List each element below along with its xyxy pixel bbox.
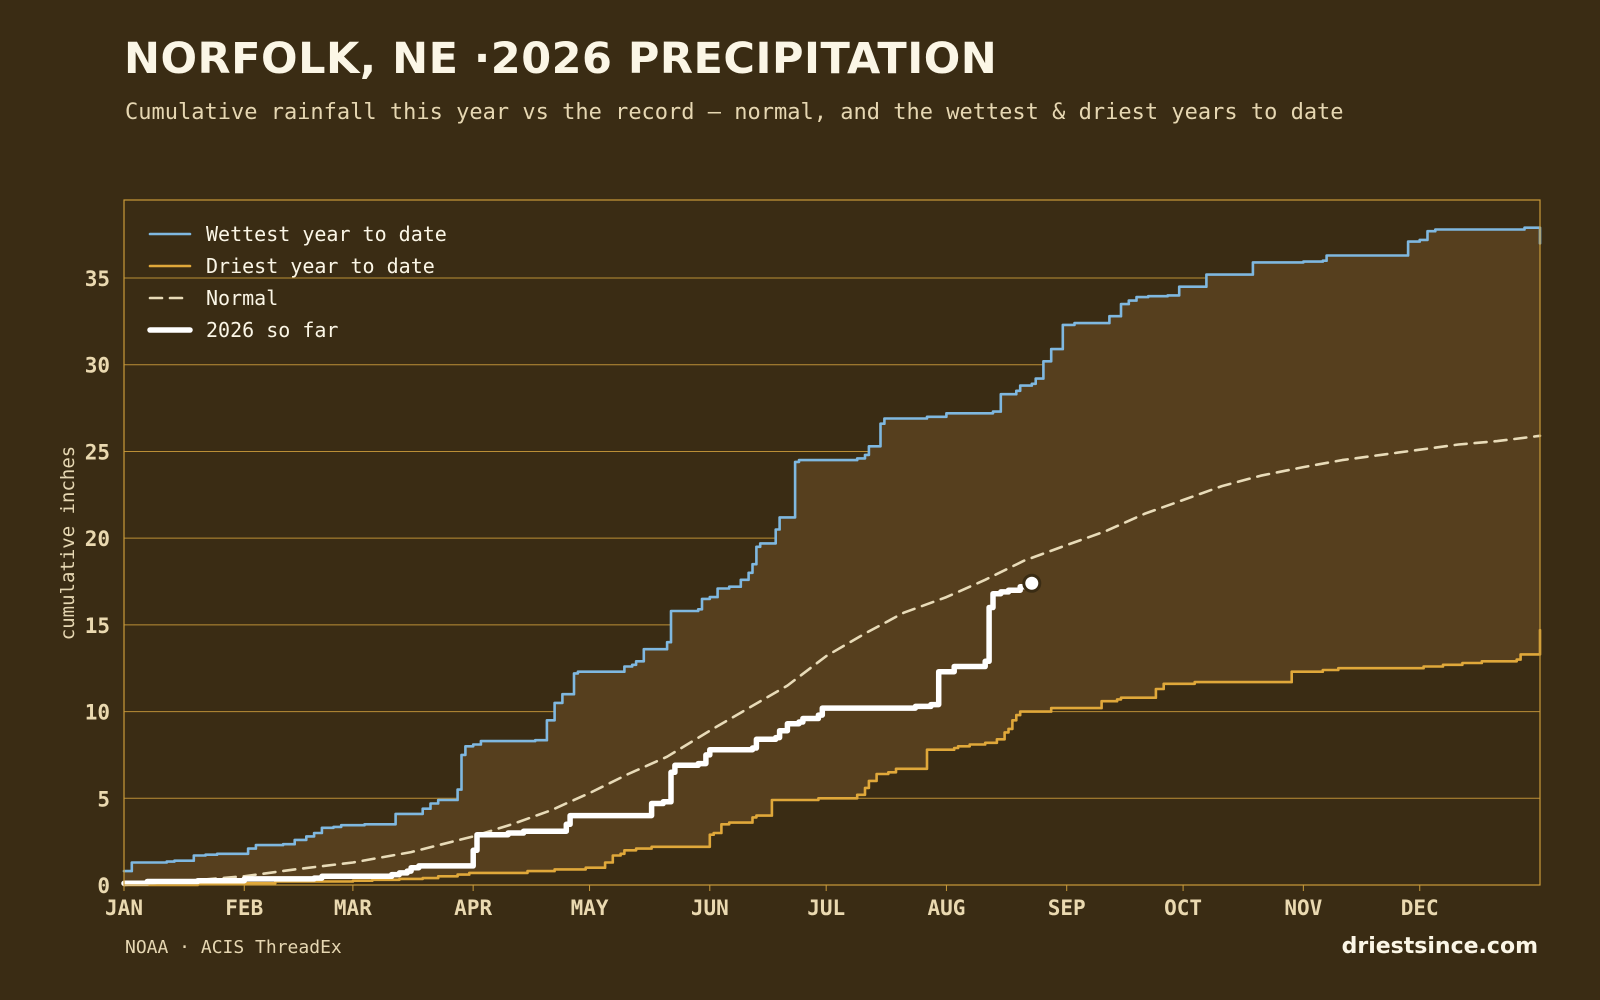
chart-subtitle: Cumulative rainfall this year vs the rec… xyxy=(125,100,1344,125)
y-tick-label: 30 xyxy=(85,354,110,378)
y-tick-label: 15 xyxy=(85,614,110,638)
series-layer xyxy=(121,226,1542,887)
x-tick-label: MAR xyxy=(334,896,372,920)
x-tick-label: JUL xyxy=(807,896,845,920)
chart-title: NORFOLK, NE ·2026 PRECIPITATION xyxy=(124,34,998,84)
x-tick-label: AUG xyxy=(927,896,965,920)
wet-dry-range-band xyxy=(124,227,1540,885)
legend-label-driest-year-to-date: Driest year to date xyxy=(206,254,435,278)
axis-layer: cumulative inches 0 5 10 15 20 25 30 35 JAN FEB MA… xyxy=(57,267,1439,920)
plot-frame xyxy=(123,199,1541,886)
legend-label-2026-so-far: 2026 so far xyxy=(206,318,338,342)
x-tick-label: NOV xyxy=(1284,896,1322,920)
x-tick-label: MAY xyxy=(571,896,609,920)
series-line-wettest-year-to-date xyxy=(122,226,1542,873)
series-line-driest-year-to-date xyxy=(122,628,1542,887)
x-tick-label: OCT xyxy=(1164,896,1202,920)
y-tick-label: 10 xyxy=(85,701,110,725)
x-tick-label: APR xyxy=(454,896,492,920)
site-credit: driestsince.com xyxy=(1341,934,1538,959)
y-tick-label: 5 xyxy=(97,787,110,811)
x-tick-label: JAN xyxy=(105,896,143,920)
y-tick-label: 35 xyxy=(85,267,110,291)
y-tick-label: 0 xyxy=(97,874,110,898)
series-line-normal xyxy=(122,434,1542,887)
series-line-2026-so-far xyxy=(121,580,1035,887)
y-tick-label: 20 xyxy=(85,527,110,551)
legend-label-normal: Normal xyxy=(206,286,278,310)
frame-layer xyxy=(123,199,1541,886)
legend: Wettest year to date Driest year to date N… xyxy=(147,222,447,342)
data-source: NOAA · ACIS ThreadEx xyxy=(125,937,342,958)
x-tick-label: JUN xyxy=(691,896,729,920)
current-point-marker xyxy=(1022,573,1042,593)
y-tick-label: 25 xyxy=(85,440,110,464)
x-tick-label: SEP xyxy=(1048,896,1086,920)
legend-label-wettest-year-to-date: Wettest year to date xyxy=(206,222,447,246)
band-layer xyxy=(124,227,1540,885)
y-axis-label: cumulative inches xyxy=(57,446,79,640)
x-tick-label: FEB xyxy=(225,896,263,920)
x-tick-label: DEC xyxy=(1401,896,1439,920)
